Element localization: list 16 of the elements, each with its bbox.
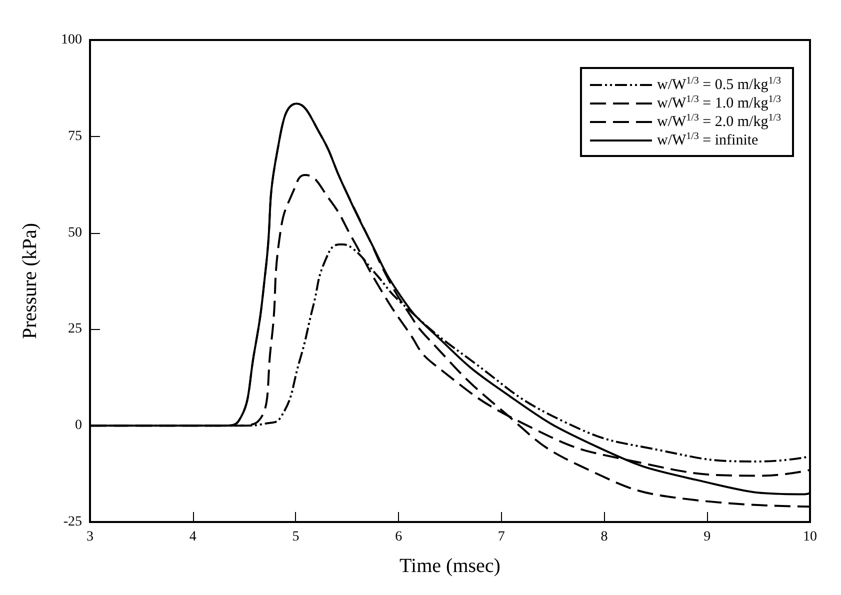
y-tick-label: 50 <box>68 225 82 240</box>
y-tick-label: 100 <box>61 32 82 48</box>
y-axis-title: Pressure (kPa) <box>19 222 41 340</box>
x-tick-label: 3 <box>86 530 94 544</box>
y-tick-label: -25 <box>63 514 82 530</box>
x-tick-label: 10 <box>803 530 817 544</box>
y-tick-label: 75 <box>68 128 82 144</box>
x-tick-label: 5 <box>292 530 300 544</box>
y-tick-label: 0 <box>75 418 82 434</box>
x-axis-title: Time (msec) <box>400 555 500 577</box>
x-tick-label: 8 <box>600 530 608 544</box>
y-tick-label: 25 <box>68 322 82 337</box>
x-tick-label: 7 <box>498 530 505 544</box>
x-tick-label: 4 <box>189 530 196 544</box>
x-tick-label: 6 <box>395 530 402 544</box>
x-tick-label: 9 <box>704 530 711 544</box>
